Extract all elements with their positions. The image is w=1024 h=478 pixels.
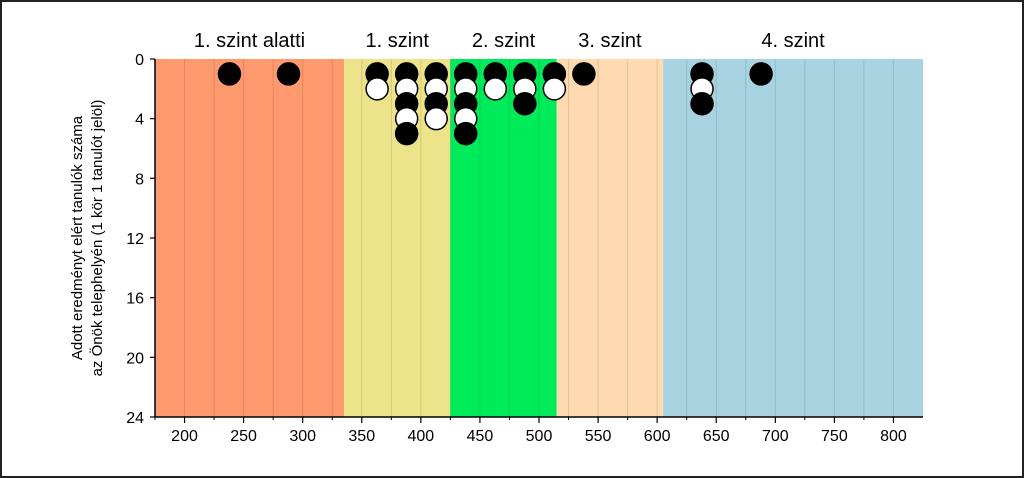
band-label: 3. szint [578, 30, 642, 52]
student-marker [365, 77, 389, 101]
student-marker [394, 121, 419, 146]
student-marker [513, 92, 537, 116]
y-tick-label: 4 [135, 112, 144, 129]
level-band [556, 59, 664, 417]
x-tick-label: 350 [348, 428, 375, 445]
y-tick-label: 0 [135, 52, 144, 69]
student-marker [483, 77, 508, 101]
y-tick-label: 12 [126, 231, 144, 248]
x-tick-label: 500 [526, 428, 553, 445]
band-label: 2. szint [472, 30, 536, 52]
y-tick-label: 16 [126, 291, 144, 308]
level-band [155, 59, 345, 417]
x-tick-label: 650 [703, 428, 730, 445]
y-tick-label: 24 [126, 410, 144, 427]
x-tick-label: 450 [467, 428, 494, 445]
student-marker [690, 92, 714, 116]
x-tick-label: 400 [407, 428, 434, 445]
grid-layer [184, 59, 894, 417]
band-label: 4. szint [761, 30, 825, 52]
points-layer [217, 62, 773, 146]
student-marker [453, 121, 478, 146]
axis-layer [150, 58, 923, 423]
x-tick-label: 250 [230, 428, 257, 445]
student-marker [542, 77, 567, 101]
x-tick-label: 750 [821, 428, 848, 445]
student-marker [749, 62, 773, 86]
labels-layer: 1. szint alatti 1. szint 2. szint 3. szint 4… [69, 30, 907, 445]
y-tick-label: 8 [135, 171, 144, 188]
level-band [663, 59, 923, 417]
x-tick-label: 550 [585, 428, 612, 445]
band-label: 1. szint [366, 30, 430, 52]
y-axis-subtitle: az Önök telephelyén (1 kör 1 tanulót jel… [88, 100, 106, 377]
y-axis-title: Adott eredményt elért tanulók száma [69, 115, 86, 360]
x-tick-label: 800 [880, 428, 907, 445]
x-tick-label: 200 [171, 428, 198, 445]
x-tick-label: 300 [289, 428, 316, 445]
y-tick-label: 20 [126, 350, 144, 367]
student-marker [424, 106, 448, 131]
band-label: 1. szint alatti [194, 30, 305, 52]
student-marker [572, 62, 596, 86]
student-marker [217, 62, 242, 86]
x-tick-label: 700 [762, 428, 789, 445]
student-marker [276, 62, 301, 86]
x-tick-label: 600 [644, 428, 671, 445]
